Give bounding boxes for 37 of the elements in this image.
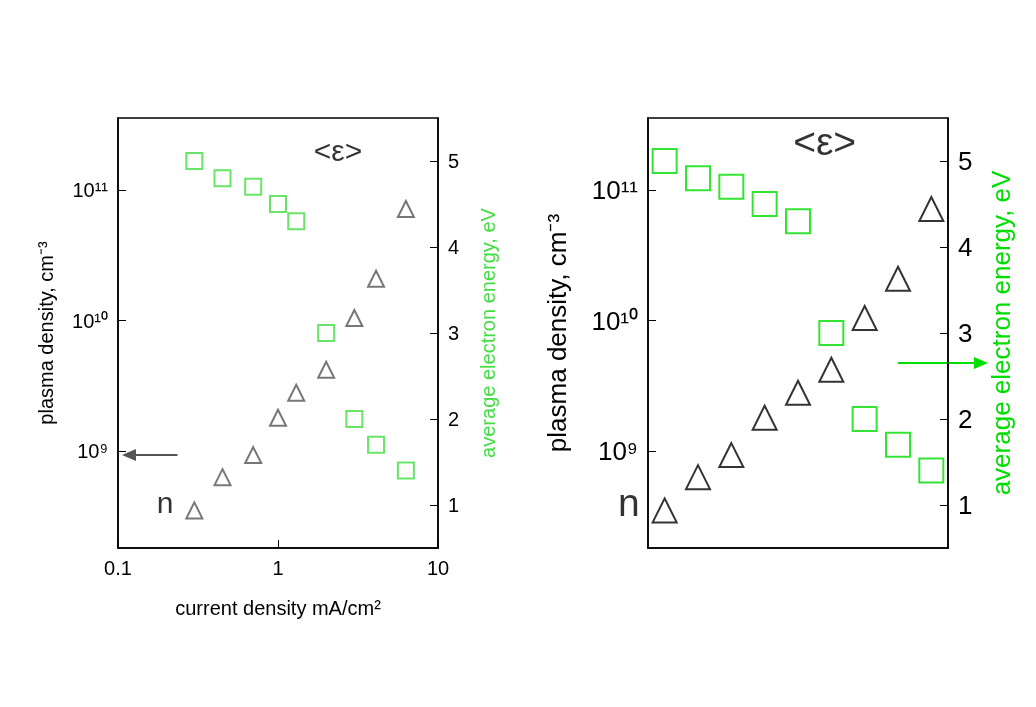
x-tick-label: 1 xyxy=(272,557,284,579)
x-tick-label: 10 xyxy=(426,557,450,579)
point xyxy=(918,196,945,223)
y2-tick-label: 1 xyxy=(958,490,973,520)
y2-tick-label: 5 xyxy=(448,150,460,172)
x-tick-label: 0.1 xyxy=(104,557,132,579)
x-axis-title: current density mA/cm² xyxy=(175,597,382,619)
y2-tick-label: 3 xyxy=(448,322,460,344)
point xyxy=(751,404,778,431)
point xyxy=(851,304,878,331)
y-tick-label: 10⁹ xyxy=(597,435,638,466)
y-tick-label: 10¹⁰ xyxy=(72,309,108,332)
y2-tick-label: 2 xyxy=(448,408,460,430)
y2-tick-label: 5 xyxy=(958,146,973,176)
y2-tick-label: 3 xyxy=(958,318,973,348)
series-label: <ε> xyxy=(313,133,363,167)
series-label: <ε> xyxy=(793,120,857,163)
series-label: n xyxy=(617,480,640,524)
legend-label: n xyxy=(156,485,174,519)
y2-tick-label: 2 xyxy=(958,404,973,434)
y2-tick-label: 1 xyxy=(448,494,460,516)
y2-tick-label: 4 xyxy=(958,232,973,262)
y-tick-label: 10¹¹ xyxy=(591,175,639,206)
y2-tick-label: 4 xyxy=(448,236,460,258)
y-tick-label: 10¹⁰ xyxy=(591,305,638,336)
point xyxy=(685,464,711,491)
point xyxy=(785,379,811,406)
y-tick-label: 10⁹ xyxy=(77,439,108,462)
y-axis-title: plasma density, cm⁻³ xyxy=(35,240,57,425)
y2-axis-title: average electron energy, eV xyxy=(986,169,1016,496)
point xyxy=(818,356,845,383)
point xyxy=(651,497,678,524)
point xyxy=(885,265,911,292)
y-axis-title: plasma density, cm⁻³ xyxy=(542,213,572,453)
y-tick-label: 10¹¹ xyxy=(72,179,109,202)
point xyxy=(718,442,745,469)
y2-axis-title: average electron energy, eV xyxy=(477,207,499,458)
